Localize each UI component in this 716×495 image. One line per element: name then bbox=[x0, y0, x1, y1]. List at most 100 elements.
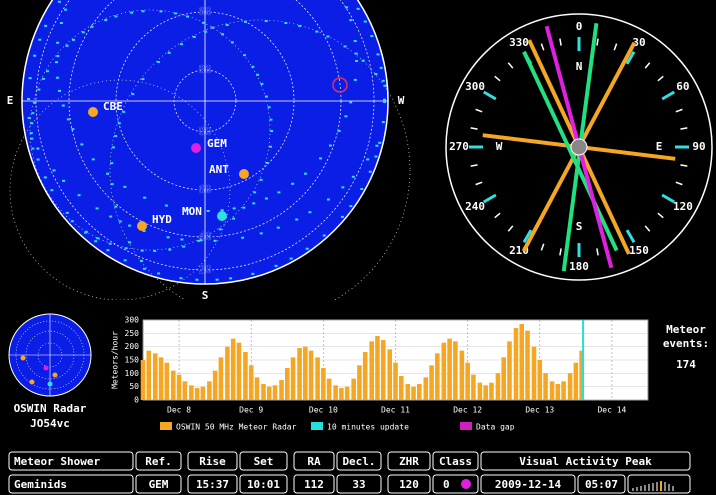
sky-dot bbox=[349, 101, 353, 104]
sky-dot bbox=[242, 54, 246, 57]
bearing-tick bbox=[494, 75, 501, 82]
x-tick-label: Dec 11 bbox=[381, 406, 410, 415]
bar bbox=[477, 382, 483, 400]
cell-box bbox=[387, 451, 431, 471]
bearing-tick bbox=[540, 43, 545, 51]
bearing-tick bbox=[507, 225, 514, 232]
cell-box bbox=[8, 474, 134, 494]
radar-dot bbox=[52, 372, 58, 378]
bar bbox=[321, 368, 326, 400]
sky-dot bbox=[131, 93, 135, 96]
sky-dot bbox=[268, 145, 272, 148]
sky-dot bbox=[61, 104, 65, 107]
shower-radiant bbox=[217, 211, 227, 221]
sky-dot bbox=[360, 188, 364, 191]
sky-dot bbox=[141, 78, 145, 81]
sky-dot bbox=[179, 43, 183, 46]
bearing-tick bbox=[675, 181, 683, 186]
bearing-tick bbox=[625, 50, 636, 65]
sky-dot bbox=[77, 194, 81, 197]
legend-label: OSWIN 50 MHz Meteor Radar bbox=[176, 423, 297, 432]
bar bbox=[152, 353, 158, 400]
sky-dot bbox=[206, 209, 210, 212]
sky-dot bbox=[260, 82, 264, 85]
sky-dot bbox=[353, 78, 357, 81]
bar bbox=[266, 386, 272, 400]
class-dot bbox=[461, 479, 471, 489]
sky-dot bbox=[81, 31, 85, 34]
sky-dot bbox=[59, 22, 63, 25]
bearing-tick bbox=[657, 212, 664, 219]
sky-dot bbox=[71, 38, 75, 41]
table-header: Ref. bbox=[145, 455, 172, 468]
table-header: Meteor Shower bbox=[14, 455, 100, 468]
sky-dot bbox=[215, 278, 219, 281]
sky-dot bbox=[128, 241, 132, 244]
sky-dot bbox=[106, 249, 110, 252]
elevation-label: 80 bbox=[198, 63, 211, 76]
compass-hub bbox=[570, 138, 588, 156]
path-circle bbox=[109, 19, 411, 300]
elevation-label: 40 bbox=[198, 230, 211, 243]
sky-dot bbox=[207, 235, 211, 238]
bearing-tick bbox=[613, 43, 618, 51]
y-tick-label: 0 bbox=[134, 396, 139, 405]
bar bbox=[212, 370, 218, 400]
table-cell: 112 bbox=[304, 478, 324, 491]
sky-dot bbox=[55, 61, 59, 64]
sky-dot bbox=[363, 20, 367, 23]
bearing-tick bbox=[661, 90, 676, 101]
bar bbox=[254, 377, 260, 400]
sky-dot bbox=[114, 205, 118, 208]
sky-dot bbox=[264, 20, 268, 23]
x-tick-label: Dec 14 bbox=[597, 406, 626, 415]
sky-dot bbox=[186, 208, 190, 211]
sky-dot bbox=[108, 242, 112, 245]
y-tick-label: 200 bbox=[125, 342, 140, 351]
bar bbox=[182, 381, 188, 400]
sky-dot bbox=[117, 122, 121, 125]
bar bbox=[405, 384, 411, 400]
shower-label: GEM bbox=[207, 137, 227, 150]
sky-dot bbox=[122, 110, 126, 113]
radar-dot bbox=[20, 355, 26, 361]
bar bbox=[333, 385, 338, 400]
sky-dot bbox=[379, 66, 383, 69]
table-cell: 2009-12-14 bbox=[495, 478, 562, 491]
bearing-tick bbox=[475, 108, 483, 113]
sky-dot bbox=[210, 26, 214, 29]
cell-box bbox=[135, 451, 182, 471]
bar bbox=[261, 384, 266, 400]
bearing-tick bbox=[596, 248, 599, 256]
elevation-label: 60 bbox=[198, 5, 211, 18]
cell-box bbox=[387, 474, 431, 494]
bar bbox=[465, 362, 470, 400]
bar bbox=[285, 368, 290, 400]
sky-dot bbox=[284, 21, 288, 24]
bearing-label: 150 bbox=[629, 244, 649, 257]
cardinal-label: E bbox=[656, 140, 663, 153]
sky-dot bbox=[43, 176, 47, 179]
sky-dot bbox=[229, 277, 233, 280]
sky-dot bbox=[123, 259, 127, 262]
sky-dot bbox=[45, 70, 49, 73]
events-label: Meteor bbox=[666, 323, 706, 336]
cell-box bbox=[336, 451, 382, 471]
sky-dot bbox=[277, 191, 281, 194]
x-tick-label: Dec 9 bbox=[239, 406, 263, 415]
cell-box bbox=[8, 451, 134, 471]
sky-dot bbox=[95, 207, 99, 210]
y-tick-label: 50 bbox=[129, 382, 139, 391]
legend-label: 10 minutes update bbox=[327, 423, 409, 432]
sky-dot bbox=[259, 232, 263, 235]
sky-dot bbox=[361, 59, 365, 62]
sky-dot bbox=[130, 11, 134, 14]
sky-dot bbox=[269, 118, 273, 121]
sun-marker bbox=[332, 77, 348, 93]
table-cell: 15:37 bbox=[196, 478, 229, 491]
sky-dot bbox=[104, 19, 108, 22]
sky-dot bbox=[128, 224, 132, 227]
bearing-tick bbox=[522, 229, 533, 244]
bar bbox=[507, 341, 512, 400]
bar bbox=[279, 380, 284, 400]
